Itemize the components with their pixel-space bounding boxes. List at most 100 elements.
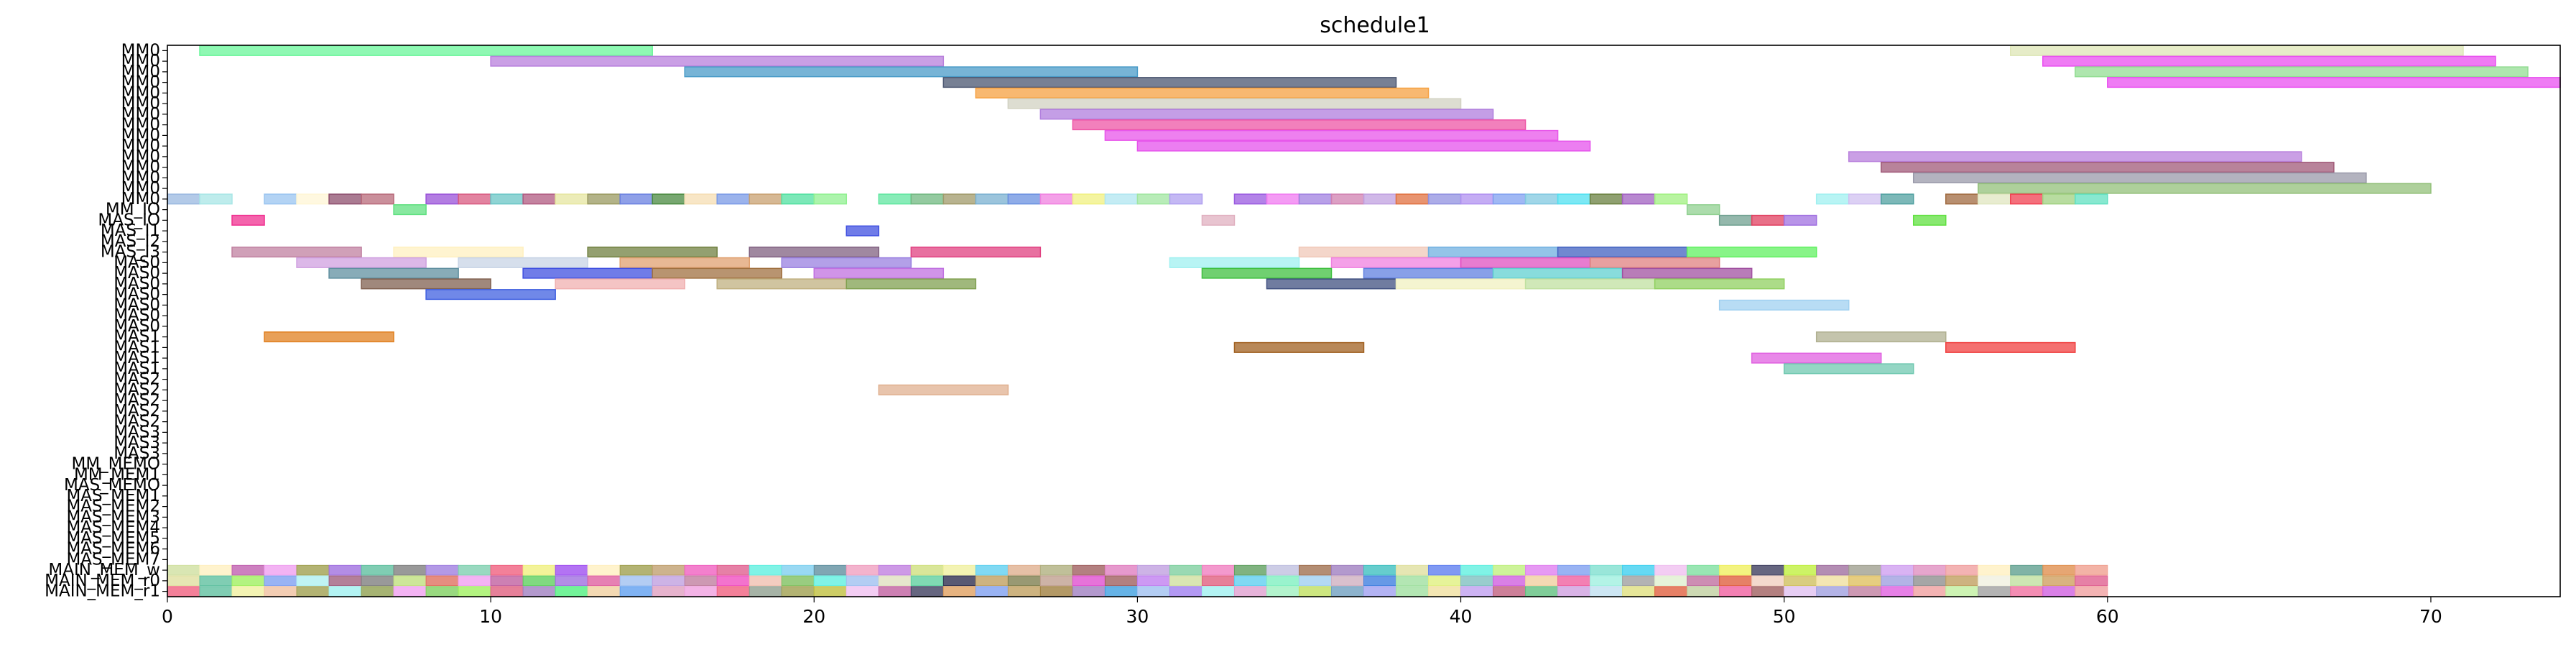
task-bar [1492, 193, 1526, 205]
y-tick-label: MM0 [121, 126, 160, 144]
task-bar [1880, 162, 2335, 173]
memory-slot-bar [1978, 586, 2011, 597]
task-bar [296, 193, 330, 205]
memory-slot-bar [1396, 564, 1430, 576]
y-tick-label: MAIN_MEM_r1 [45, 582, 160, 601]
task-bar [587, 193, 621, 205]
y-tick-label: MAIN_MEM_w [48, 561, 160, 579]
memory-slot-bar [1590, 575, 1623, 587]
task-bar [1072, 119, 1526, 131]
memory-slot-bar [1169, 586, 1203, 597]
memory-slot-bar [878, 586, 912, 597]
memory-slot-bar [490, 575, 524, 587]
memory-slot-bar [1169, 564, 1203, 576]
memory-slot-bar [199, 575, 233, 587]
memory-slot-bar [1719, 575, 1753, 587]
y-tick-label: MAS2 [113, 370, 160, 389]
memory-slot-bar [2042, 564, 2076, 576]
memory-slot-bar [2075, 564, 2108, 576]
memory-slot-bar [1622, 575, 1656, 587]
memory-slot-bar [296, 586, 330, 597]
memory-slot-bar [1751, 586, 1785, 597]
task-bar [522, 193, 556, 205]
memory-slot-bar [587, 564, 621, 576]
memory-slot-bar [1978, 575, 2011, 587]
task-bar [1751, 352, 1882, 364]
memory-slot-bar [2042, 575, 2076, 587]
memory-slot-bar [1136, 564, 1170, 576]
y-tick-label: MAS_MEM6 [66, 540, 160, 559]
memory-slot-bar [1784, 575, 1817, 587]
task-bar [425, 193, 459, 205]
task-bar [1395, 278, 1526, 290]
task-bar [1136, 193, 1171, 205]
y-tick-label: MAS0 [113, 295, 160, 314]
memory-slot-bar [361, 564, 394, 576]
y-tick-label: MM0 [121, 105, 160, 124]
memory-slot-bar [1719, 586, 1753, 597]
memory-slot-bar [328, 586, 362, 597]
memory-slot-bar [684, 564, 718, 576]
task-bar [2075, 66, 2529, 78]
task-bar [361, 278, 491, 290]
memory-slot-bar [1201, 586, 1235, 597]
task-bar [264, 193, 297, 205]
memory-slot-bar [231, 575, 265, 587]
memory-slot-bar [1622, 564, 1656, 576]
memory-slot-bar [652, 575, 685, 587]
memory-slot-bar [393, 564, 427, 576]
memory-slot-bar [1330, 564, 1364, 576]
y-tick-label: MM0 [121, 73, 160, 92]
memory-slot-bar [231, 564, 265, 576]
task-bar [1395, 193, 1430, 205]
memory-slot-bar [1460, 564, 1494, 576]
task-bar [2010, 45, 2464, 56]
task-bar [813, 267, 945, 279]
memory-slot-bar [1913, 586, 1947, 597]
memory-slot-bar [619, 575, 653, 587]
memory-slot-bar [1816, 586, 1850, 597]
y-axis-labels: MM0MM0MM0MM0MM0MM0MM0MM0MM0MM0MM0MM0MM0M… [45, 41, 167, 601]
y-tick-label: MAS_MEM1 [66, 487, 160, 505]
memory-slot-bar [1298, 575, 1332, 587]
memory-slot-bar [749, 575, 782, 587]
y-tick-label: MAS2 [113, 413, 160, 431]
task-bar [910, 193, 945, 205]
memory-slot-bar [1330, 586, 1364, 597]
memory-slot-bar [1525, 575, 1559, 587]
memory-slot-bar [522, 575, 556, 587]
y-tick-label: MM0 [121, 63, 160, 81]
memory-slot-bar [1493, 564, 1526, 576]
y-tick-label: MAS2 [113, 380, 160, 399]
task-bar [1007, 98, 1462, 109]
memory-slot-bar [813, 575, 847, 587]
memory-slot-bar [1493, 575, 1526, 587]
memory-slot-bar [942, 564, 976, 576]
memory-slot-bar [458, 575, 491, 587]
task-bar [167, 193, 200, 205]
y-tick-label: MAS_MEM7 [66, 550, 160, 569]
y-tick-label: MAS_MEM5 [66, 529, 160, 548]
memory-slot-bar [1848, 564, 1882, 576]
memory-slot-bar [1751, 575, 1785, 587]
y-tick-label: MAS3 [113, 444, 160, 463]
memory-slot-bar [1136, 586, 1170, 597]
y-tick-label: MM0 [121, 158, 160, 177]
memory-slot-bar [555, 564, 588, 576]
memory-slot-bar [264, 564, 297, 576]
memory-slot-bar [942, 575, 976, 587]
y-tick-label: MM_MEM1 [74, 465, 160, 484]
task-bar [1718, 214, 1753, 226]
plot-frame [167, 45, 2561, 597]
y-tick-label: MAS_I2 [101, 232, 160, 251]
memory-slot-bar [910, 575, 944, 587]
memory-slot-bar [1590, 586, 1623, 597]
memory-slot-bar [1525, 564, 1559, 576]
memory-slot-bar [1330, 575, 1364, 587]
memory-slot-bar [749, 564, 782, 576]
memory-slot-bar [555, 586, 588, 597]
memory-slot-bar [749, 586, 782, 597]
task-bar [1104, 129, 1559, 141]
x-axis: 0 10 20 30 40 50 60 70 [162, 597, 2442, 627]
